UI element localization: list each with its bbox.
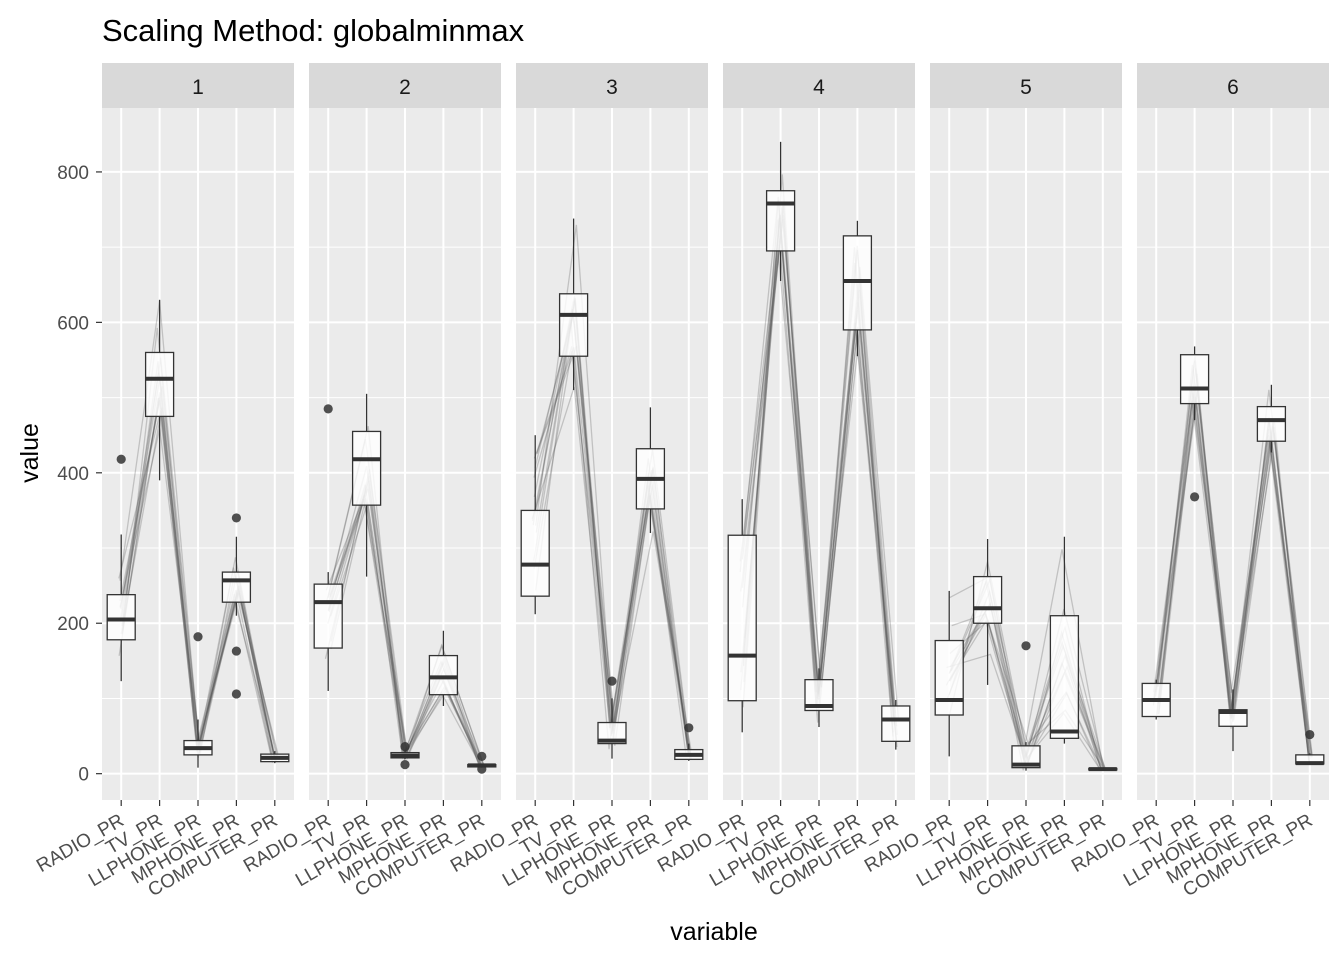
y-tick-label-0: 0	[78, 765, 89, 786]
boxplot-4-mphone_pr	[842, 220, 873, 357]
facet-panel-1: 1RADIO_PRTV_PRLLPHONE_PRMPHONE_PRCOMPUTE…	[33, 63, 294, 901]
facet-panel-2: 2RADIO_PRTV_PRLLPHONE_PRMPHONE_PRCOMPUTE…	[240, 63, 501, 901]
outlier-point	[684, 723, 694, 733]
facet-strip-label-1: 1	[192, 76, 204, 99]
facet-strip-label-2: 2	[399, 76, 411, 99]
boxplot-2-tv_pr	[351, 393, 382, 577]
facet-strip-5	[930, 63, 1122, 108]
facet-panel-5: 5RADIO_PRTV_PRLLPHONE_PRMPHONE_PRCOMPUTE…	[861, 63, 1122, 901]
box-iqr	[1179, 354, 1210, 405]
outlier-point	[400, 741, 410, 752]
boxplot-2-mphone_pr	[428, 630, 459, 706]
box-iqr	[221, 571, 252, 603]
boxplot-3-mphone_pr	[635, 407, 666, 533]
box-iqr	[144, 351, 175, 418]
boxplot-3-radio_pr	[520, 435, 550, 615]
boxplot-1-tv_pr	[144, 299, 175, 481]
box-iqr	[428, 654, 459, 696]
outlier-point	[323, 404, 333, 414]
box-iqr	[1049, 615, 1080, 739]
outlier-point	[1305, 729, 1315, 740]
box-iqr	[881, 705, 911, 742]
y-axis-label: value	[16, 423, 44, 483]
box-iqr	[351, 430, 382, 506]
observation-line	[534, 319, 690, 755]
facet-strip-label-4: 4	[813, 76, 825, 99]
boxplot-6-tv_pr	[1179, 346, 1210, 502]
facet-strip-label-5: 5	[1020, 76, 1032, 99]
chart-title: Scaling Method: globalminmax	[102, 13, 525, 48]
observation-line	[532, 309, 691, 756]
boxplot-2-llphone_pr	[390, 741, 420, 770]
outlier-point	[477, 764, 487, 774]
outlier-point	[231, 646, 241, 656]
boxplot-5-mphone_pr	[1049, 536, 1080, 744]
box-iqr	[597, 721, 627, 745]
facet-strip-3	[516, 63, 708, 108]
outlier-point	[1190, 492, 1200, 502]
boxplot-6-mphone_pr	[1256, 384, 1287, 453]
plot-area: 0 200 400 600 8001RADIO_PRTV_PRLLPHONE_PRMPH…	[33, 63, 1329, 901]
boxplot-4-radio_pr	[727, 499, 757, 733]
boxplot-3-computer_pr	[674, 723, 704, 761]
y-tick-label-600: 600	[57, 313, 89, 334]
box-iqr	[106, 594, 136, 641]
box-iqr	[765, 190, 796, 252]
boxplot-1-computer_pr	[260, 751, 290, 764]
box-iqr	[972, 575, 1003, 624]
boxplot-5-tv_pr	[972, 538, 1003, 685]
boxplot-5-radio_pr	[934, 590, 964, 757]
outlier-point	[400, 760, 410, 770]
facet-strip-label-3: 3	[606, 76, 618, 99]
y-tick-label-400: 400	[57, 464, 89, 485]
y-tick-label-200: 200	[57, 614, 89, 635]
boxplot-1-mphone_pr	[221, 513, 252, 699]
boxplot-1-llphone_pr	[183, 632, 213, 768]
outlier-point	[231, 513, 241, 523]
boxplot-1-radio_pr	[106, 454, 136, 682]
boxplot-4-llphone_pr	[804, 668, 834, 728]
observation-line	[1155, 360, 1313, 758]
boxplot-6-llphone_pr	[1218, 689, 1248, 752]
box-iqr	[313, 583, 343, 649]
observation-line	[1158, 368, 1312, 758]
y-tick-label-800: 800	[57, 163, 89, 184]
boxplot-5-computer_pr	[1088, 767, 1118, 772]
box-iqr	[1256, 405, 1287, 442]
facet-panel-6: 6RADIO_PRTV_PRLLPHONE_PRMPHONE_PRCOMPUTE…	[1068, 63, 1329, 901]
observation-line	[327, 499, 483, 767]
facet-panel-4: 4RADIO_PRTV_PRLLPHONE_PRMPHONE_PRCOMPUTE…	[654, 63, 915, 901]
outlier-point	[607, 676, 617, 686]
box-iqr	[1011, 745, 1041, 769]
outlier-point	[477, 751, 487, 761]
boxplot-2-computer_pr	[467, 751, 497, 774]
facet-panel-3: 3RADIO_PRTV_PRLLPHONE_PRMPHONE_PRCOMPUTE…	[447, 63, 708, 901]
boxplot-3-llphone_pr	[597, 676, 627, 759]
outlier-point	[231, 689, 241, 699]
outlier-point	[193, 632, 203, 642]
outlier-point	[116, 454, 126, 464]
boxplot-4-tv_pr	[765, 141, 796, 281]
facet-strip-4	[723, 63, 915, 108]
x-axis-label: variable	[670, 918, 758, 946]
box-iqr	[727, 534, 757, 702]
facet-strip-2	[309, 63, 501, 108]
boxplot-6-computer_pr	[1295, 729, 1325, 766]
box-iqr	[558, 293, 589, 357]
outlier-point	[1021, 641, 1031, 651]
boxplot-2-radio_pr	[313, 404, 343, 691]
boxplot-5-llphone_pr	[1011, 641, 1041, 771]
boxplot-6-radio_pr	[1141, 679, 1171, 720]
box-iqr	[934, 639, 964, 716]
facet-strip-label-6: 6	[1227, 76, 1239, 99]
observation-line	[741, 219, 894, 723]
boxplot-3-tv_pr	[558, 218, 589, 391]
boxplot-4-computer_pr	[881, 699, 911, 750]
facet-strip-6	[1137, 63, 1329, 108]
box-iqr	[520, 509, 550, 597]
facet-strip-1	[102, 63, 294, 108]
